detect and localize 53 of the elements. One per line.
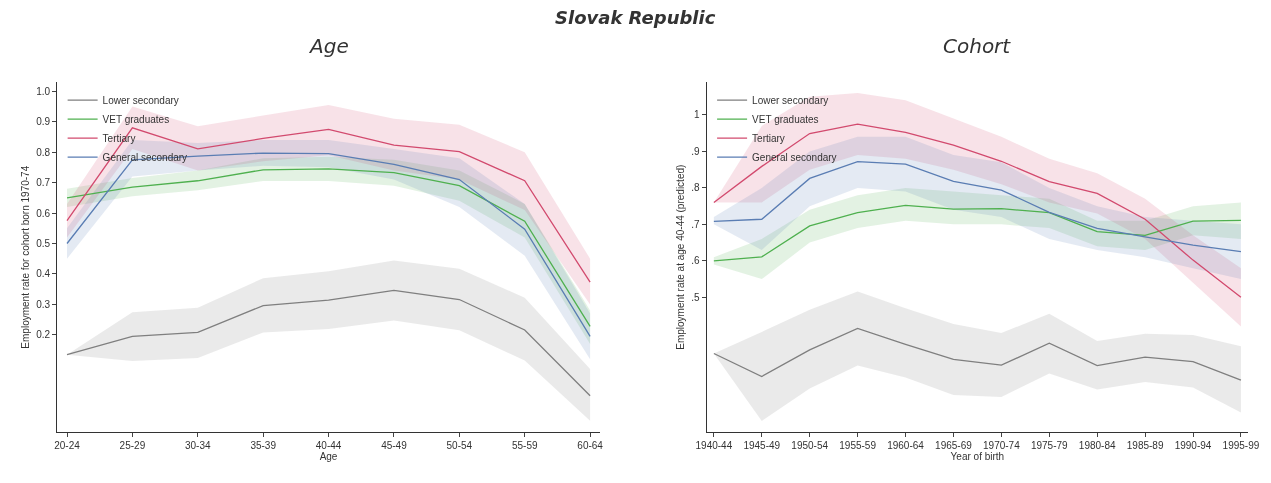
x-tick-label: 1975-79 bbox=[1030, 440, 1069, 452]
y-tick-label: 0.7 bbox=[36, 177, 51, 189]
x-tick-label: 50-54 bbox=[446, 440, 473, 452]
text: Slovak Republic bbox=[555, 7, 716, 28]
line-series bbox=[66, 127, 591, 283]
y-tick-label: 0.2 bbox=[36, 329, 51, 341]
x-tick-label: 1980-84 bbox=[1078, 440, 1116, 452]
x-tick-label: 1940-44 bbox=[695, 440, 733, 452]
y-tick-label: 1 bbox=[694, 109, 701, 121]
x-tick-label: 1945-49 bbox=[743, 440, 781, 452]
y-axis-title: Employment rate for cohort born 1970-74 bbox=[20, 165, 32, 349]
y-tick-label: 0.4 bbox=[36, 268, 51, 280]
x-tick-label: 25-29 bbox=[119, 440, 146, 452]
y-axis-title: Employment rate at age 40-44 (predicted) bbox=[675, 164, 687, 350]
x-tick-label: 1955-59 bbox=[839, 440, 877, 452]
legend-label: VET graduates bbox=[102, 114, 170, 126]
line-series bbox=[66, 289, 591, 397]
legend-label: Tertiary bbox=[752, 133, 785, 145]
y-tick-label: 0.3 bbox=[36, 298, 51, 310]
legend-label: VET graduates bbox=[752, 114, 819, 126]
y-tick-label: 0.6 bbox=[36, 207, 51, 219]
chart-title: Cohort bbox=[943, 34, 1012, 58]
x-tick-label: 40-44 bbox=[315, 440, 342, 452]
x-tick-label: 1960-64 bbox=[887, 440, 925, 452]
x-axis-title: Age bbox=[319, 451, 338, 463]
y-tick-label: .5 bbox=[691, 291, 701, 303]
y-tick-label: 0.5 bbox=[36, 238, 51, 249]
x-axis-title: Year of birth bbox=[950, 451, 1005, 463]
x-tick-label: 1970-74 bbox=[983, 440, 1021, 452]
x-tick-label: 1950-54 bbox=[791, 440, 829, 452]
x-tick-label: 30-34 bbox=[184, 440, 211, 452]
chart-title: Age bbox=[308, 34, 349, 58]
y-tick-label: .6 bbox=[691, 255, 701, 267]
line-series bbox=[713, 327, 1242, 381]
y-tick-label: .9 bbox=[691, 145, 701, 157]
y-tick-label: .8 bbox=[691, 182, 701, 194]
legend-label: Lower secondary bbox=[102, 95, 179, 107]
x-tick-label: 20-24 bbox=[54, 440, 81, 452]
x-tick-label: 55-59 bbox=[511, 440, 538, 452]
line-series bbox=[713, 204, 1242, 262]
x-tick-label: 1995-99 bbox=[1222, 440, 1260, 452]
legend-label: Lower secondary bbox=[752, 95, 829, 107]
y-tick-label: 1.0 bbox=[36, 85, 51, 97]
y-tick-label: 0.8 bbox=[36, 146, 51, 158]
x-tick-label: 45-49 bbox=[381, 440, 408, 452]
x-tick-label: 1965-69 bbox=[935, 440, 973, 452]
x-tick-label: 35-39 bbox=[250, 440, 277, 452]
x-tick-label: 60-64 bbox=[577, 440, 604, 452]
y-tick-label: .7 bbox=[691, 218, 701, 230]
x-tick-label: 1985-89 bbox=[1126, 440, 1164, 452]
line-series bbox=[713, 123, 1242, 298]
y-tick-label: 0.9 bbox=[36, 116, 51, 128]
x-tick-label: 1990-94 bbox=[1174, 440, 1212, 452]
